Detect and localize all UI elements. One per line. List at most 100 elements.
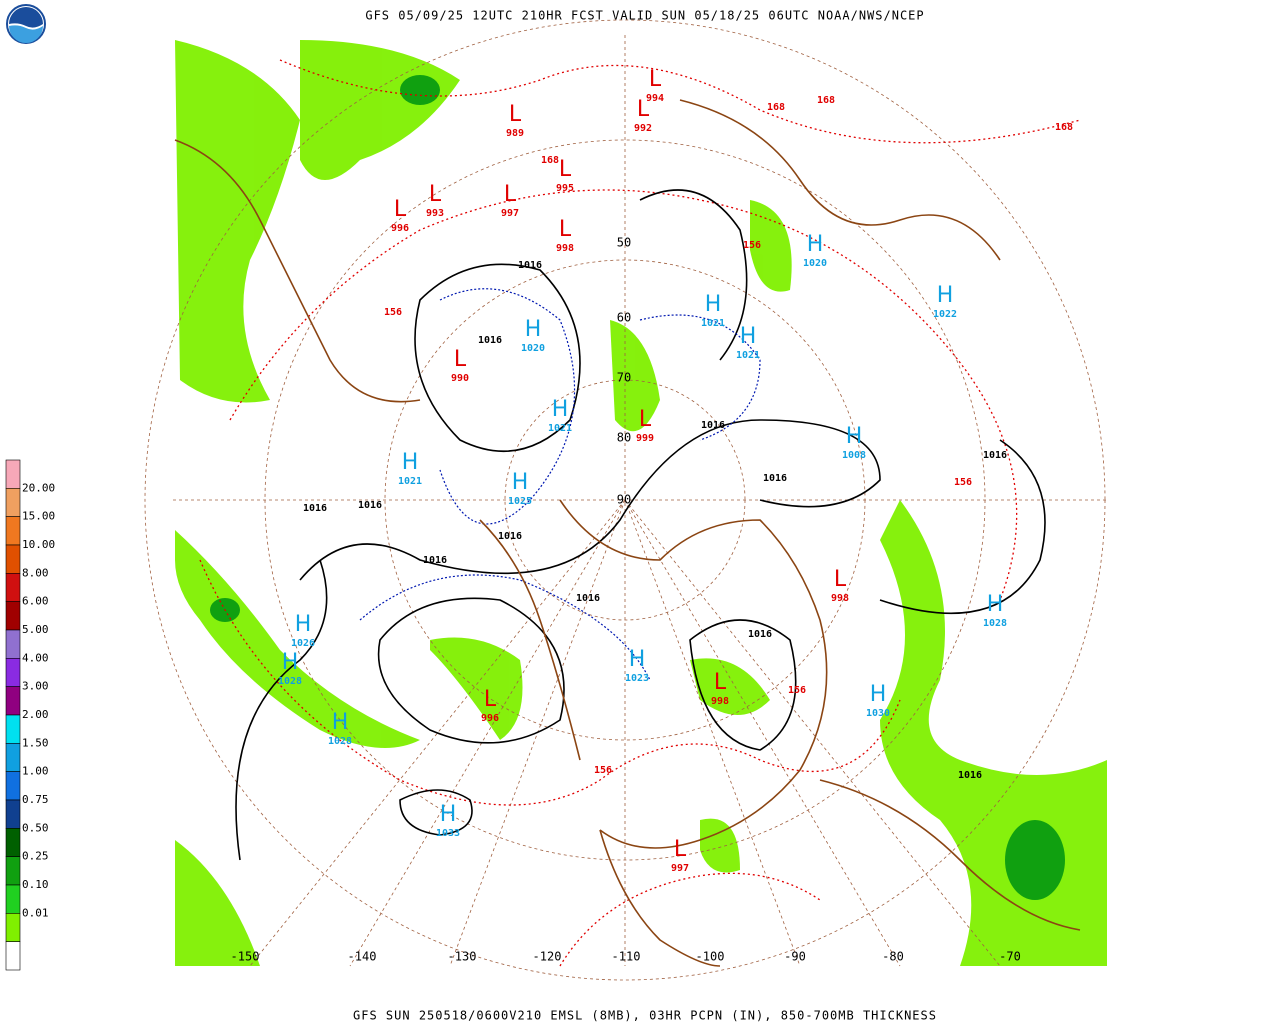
isobar-label: 1016	[303, 503, 327, 514]
pressure-center-symbol: H	[846, 424, 863, 449]
pressure-center-value: 999	[636, 433, 654, 444]
pressure-center-symbol: H	[740, 324, 757, 349]
pressure-center-symbol: H	[807, 232, 824, 257]
legend-label: 8.00	[22, 566, 49, 579]
pressure-center-value: 994	[646, 93, 664, 104]
isobar-label: 1016	[983, 450, 1007, 461]
legend-swatch	[5, 601, 21, 631]
pressure-center-symbol: H	[440, 802, 457, 827]
legend-swatch	[5, 459, 21, 489]
thickness-label: 168	[817, 95, 835, 106]
pressure-center-symbol: L	[834, 567, 847, 592]
legend-label: 10.00	[22, 538, 55, 551]
latitude-label: 70	[617, 371, 631, 385]
thickness-label: 168	[767, 102, 785, 113]
pressure-center-value: 1023	[625, 673, 649, 684]
pressure-center-value: 998	[556, 243, 574, 254]
pressure-center-value: 1022	[933, 309, 957, 320]
map-title: GFS 05/09/25 12UTC 210HR FCST VALID SUN …	[365, 9, 924, 23]
pressure-center-value: 993	[426, 208, 444, 219]
thickness-label: 168	[1055, 122, 1073, 133]
longitude-label: -100	[696, 950, 725, 964]
legend-swatch	[5, 714, 21, 744]
isobar-label: 1016	[423, 555, 447, 566]
pressure-center-symbol: L	[714, 670, 727, 695]
legend-swatch	[5, 629, 21, 659]
isobar-label: 1016	[748, 629, 772, 640]
pressure-center-symbol: L	[504, 182, 517, 207]
pressure-center-value: 998	[831, 593, 849, 604]
isobar-label: 1016	[498, 531, 522, 542]
legend-label: 4.00	[22, 651, 49, 664]
pressure-center-value: 1026	[291, 638, 315, 649]
pressure-center-symbol: H	[282, 650, 299, 675]
pressure-center-symbol: L	[559, 157, 572, 182]
thickness-label: 156	[954, 477, 972, 488]
legend-swatch	[5, 941, 21, 971]
thickness-label: 156	[788, 685, 806, 696]
legend-swatch	[5, 771, 21, 801]
longitude-label: -80	[882, 950, 904, 964]
legend-label: 5.00	[22, 623, 49, 636]
legend-label: 0.10	[22, 878, 49, 891]
longitude-label: -130	[448, 950, 477, 964]
pressure-center-value: 1021	[398, 476, 422, 487]
pressure-center-symbol: H	[525, 317, 542, 342]
thickness-label: 168	[541, 155, 559, 166]
latitude-label: 50	[617, 236, 631, 250]
graticule	[144, 19, 1107, 981]
pressure-center-value: 1028	[983, 618, 1007, 629]
pressure-center-symbol: L	[639, 407, 652, 432]
legend-swatch	[5, 516, 21, 546]
pressure-center-symbol: H	[332, 710, 349, 735]
pressure-center-value: 1021	[548, 423, 572, 434]
precip-legend: 20.00 15.00 10.00 8.00 6.00 5.00 4.00 3.00 2.00 1…	[5, 459, 55, 971]
latitude-label: 60	[617, 311, 631, 325]
legend-label: 6.00	[22, 595, 49, 608]
map-caption: GFS SUN 250518/0600V210 EMSL (8MB), 03HR…	[353, 1009, 937, 1023]
isobar-label: 1016	[518, 260, 542, 271]
legend-swatch	[5, 658, 21, 687]
pressure-center-value: 1033	[436, 828, 460, 839]
pressure-center-value: 1020	[521, 343, 545, 354]
legend-swatch	[5, 743, 21, 772]
legend-swatch	[5, 856, 21, 886]
legend-swatch	[5, 913, 21, 942]
isobar-label: 1016	[358, 500, 382, 511]
map-labels: -150 -140 -130 -120 -110 -100 -90 -80 -70 90 80 70 6…	[231, 67, 1073, 964]
thickness-label: 156	[594, 765, 612, 776]
pressure-center-symbol: L	[559, 217, 572, 242]
legend-label: 0.25	[22, 850, 49, 863]
thickness-label: 156	[743, 240, 761, 251]
isobar-label: 1016	[576, 593, 600, 604]
legend-label: 0.50	[22, 821, 49, 834]
longitude-label: -70	[999, 950, 1021, 964]
pressure-center-symbol: H	[705, 292, 722, 317]
isobar-label: 1016	[763, 473, 787, 484]
pressure-center-symbol: H	[629, 647, 646, 672]
pressure-center-value: 995	[556, 183, 574, 194]
pressure-center-symbol: H	[402, 450, 419, 475]
coastlines	[174, 99, 1081, 967]
pressure-center-symbol: H	[512, 470, 529, 495]
latitude-label: 90	[617, 493, 631, 507]
pressure-center-value: 998	[711, 696, 729, 707]
pressure-center-symbol: L	[637, 97, 650, 122]
legend-swatch	[5, 828, 21, 857]
legend-label: 0.75	[22, 793, 49, 806]
isobar-label: 1016	[958, 770, 982, 781]
legend-swatch	[5, 686, 21, 716]
legend-swatch	[5, 884, 21, 914]
isobar-label: 1016	[701, 420, 725, 431]
pressure-center-value: 997	[671, 863, 689, 874]
precip-heavy	[210, 75, 1065, 900]
longitude-label: -150	[231, 950, 260, 964]
noaa-logo	[6, 4, 46, 44]
legend-swatch	[5, 799, 21, 829]
pressure-center-value: 990	[451, 373, 469, 384]
pressure-center-symbol: L	[454, 347, 467, 372]
pressure-center-symbol: L	[429, 182, 442, 207]
pressure-center-symbol: L	[674, 837, 687, 862]
pressure-center-value: 1030	[866, 708, 890, 719]
